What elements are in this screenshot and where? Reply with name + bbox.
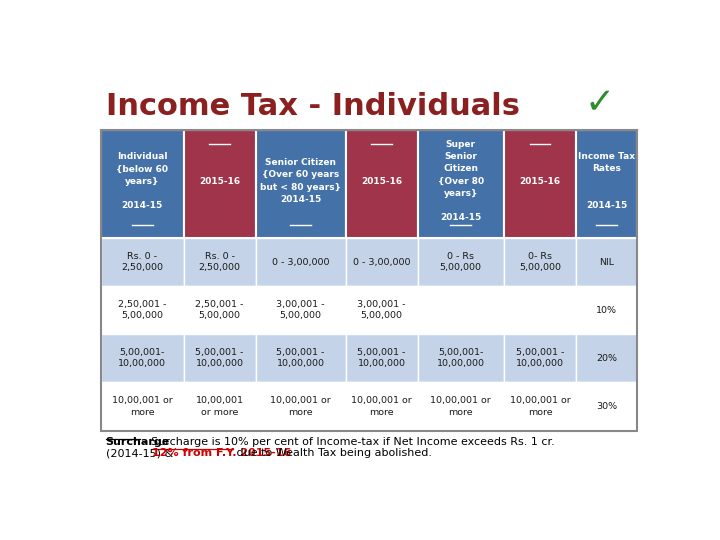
Bar: [576, 130, 637, 238]
Bar: [418, 382, 504, 430]
Text: due to Wealth Tax being abolished.: due to Wealth Tax being abolished.: [233, 448, 433, 458]
Text: 10,00,001 or
more: 10,00,001 or more: [270, 396, 331, 416]
Bar: [346, 238, 418, 286]
Text: ✓: ✓: [585, 86, 615, 120]
Text: 10,00,001 or
more: 10,00,001 or more: [510, 396, 570, 416]
Bar: [576, 238, 637, 286]
Text: Rs. 0 -
2,50,000: Rs. 0 - 2,50,000: [121, 252, 163, 272]
Text: 5,00,001 -
10,00,000: 5,00,001 - 10,00,000: [195, 348, 244, 368]
Bar: [576, 286, 637, 334]
Text: 3,00,001 -
5,00,000: 3,00,001 - 5,00,000: [357, 300, 406, 320]
Bar: [101, 238, 184, 286]
Text: 10,00,001 or
more: 10,00,001 or more: [431, 396, 491, 416]
Bar: [101, 130, 637, 430]
Bar: [346, 286, 418, 334]
Bar: [184, 334, 256, 382]
Bar: [346, 382, 418, 430]
Text: 5,00,001 -
10,00,000: 5,00,001 - 10,00,000: [276, 348, 325, 368]
Bar: [101, 334, 184, 382]
Text: Income Tax - Individuals: Income Tax - Individuals: [106, 92, 520, 121]
Bar: [504, 382, 576, 430]
Bar: [504, 238, 576, 286]
Text: 5,00,001-
10,00,000: 5,00,001- 10,00,000: [118, 348, 166, 368]
Bar: [504, 334, 576, 382]
Bar: [418, 286, 504, 334]
Text: 10,00,001 or
more: 10,00,001 or more: [351, 396, 412, 416]
Text: 0 - 3,00,000: 0 - 3,00,000: [353, 258, 410, 267]
Text: 2,50,001 -
5,00,000: 2,50,001 - 5,00,000: [195, 300, 244, 320]
Text: Senior Citizen
{Over 60 years
but < 80 years}
2014-15: Senior Citizen {Over 60 years but < 80 y…: [260, 158, 341, 204]
Bar: [184, 130, 256, 238]
Bar: [184, 286, 256, 334]
Text: Rs. 0 -
2,50,000: Rs. 0 - 2,50,000: [199, 252, 240, 272]
Text: 0 - Rs
5,00,000: 0 - Rs 5,00,000: [440, 252, 482, 272]
Text: 3,00,001 -
5,00,000: 3,00,001 - 5,00,000: [276, 300, 325, 320]
Bar: [256, 238, 346, 286]
Text: 5,00,001 -
10,00,000: 5,00,001 - 10,00,000: [357, 348, 406, 368]
Bar: [256, 130, 346, 238]
Bar: [576, 382, 637, 430]
Text: 30%: 30%: [596, 402, 617, 411]
Bar: [101, 382, 184, 430]
Text: 10,00,001
or more: 10,00,001 or more: [196, 396, 243, 416]
Text: 0 - 3,00,000: 0 - 3,00,000: [272, 258, 329, 267]
Text: - Surcharge is 10% per cent of Income-tax if Net Income exceeds Rs. 1 cr.: - Surcharge is 10% per cent of Income-ta…: [140, 437, 555, 448]
Bar: [101, 130, 184, 238]
Text: 10,00,001 or
more: 10,00,001 or more: [112, 396, 173, 416]
Text: Income Tax
Rates


2014-15: Income Tax Rates 2014-15: [578, 152, 635, 210]
Text: 5,00,001-
10,00,000: 5,00,001- 10,00,000: [437, 348, 485, 368]
Text: 12% from F.Y. 2015-16: 12% from F.Y. 2015-16: [152, 448, 292, 458]
Bar: [504, 130, 576, 238]
Bar: [418, 334, 504, 382]
Bar: [576, 334, 637, 382]
Bar: [418, 130, 504, 238]
Bar: [346, 334, 418, 382]
Bar: [101, 286, 184, 334]
Bar: [256, 334, 346, 382]
Bar: [256, 286, 346, 334]
Text: 5,00,001 -
10,00,000: 5,00,001 - 10,00,000: [516, 348, 564, 368]
Text: 2015-16: 2015-16: [361, 177, 402, 186]
Text: NIL: NIL: [599, 258, 614, 267]
Text: 2,50,001 -
5,00,000: 2,50,001 - 5,00,000: [118, 300, 166, 320]
Bar: [418, 238, 504, 286]
Text: 10%: 10%: [596, 306, 617, 315]
Bar: [184, 238, 256, 286]
Text: (2014-15) &: (2014-15) &: [106, 448, 176, 458]
Text: 2015-16: 2015-16: [519, 177, 561, 186]
Bar: [346, 130, 418, 238]
Text: Individual
{below 60
years}

2014-15: Individual {below 60 years} 2014-15: [116, 152, 168, 210]
Bar: [184, 382, 256, 430]
Text: Super
Senior
Citizen
{Over 80
years}

2014-15: Super Senior Citizen {Over 80 years} 201…: [438, 140, 484, 222]
Text: Surcharge: Surcharge: [106, 437, 170, 448]
Text: 0- Rs
5,00,000: 0- Rs 5,00,000: [519, 252, 561, 272]
Bar: [256, 382, 346, 430]
Text: 2015-16: 2015-16: [199, 177, 240, 186]
Text: 20%: 20%: [596, 354, 617, 363]
Bar: [504, 286, 576, 334]
